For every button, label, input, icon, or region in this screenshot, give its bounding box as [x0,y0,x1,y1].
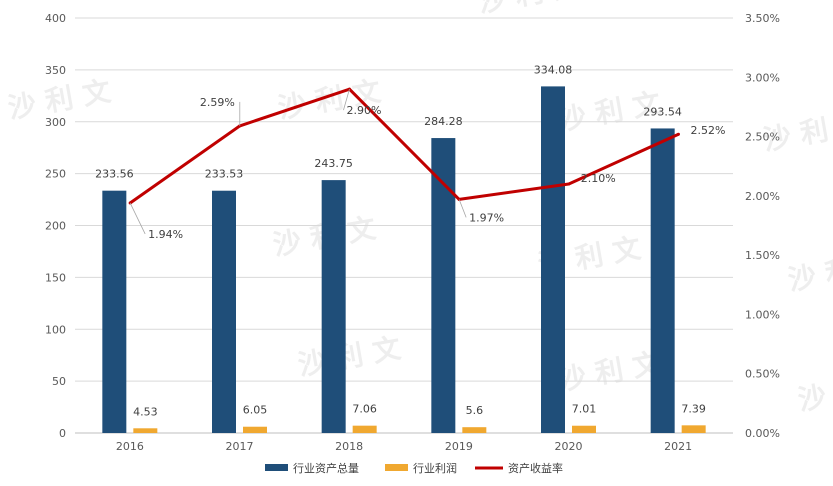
bar [431,138,456,433]
watermark-text: 沙 利 文 [785,246,833,296]
data-label-leader [458,199,467,218]
legend-swatch [385,464,408,471]
x-tick-label: 2018 [335,440,363,453]
bar [352,425,377,433]
legend-swatch [265,464,288,471]
y-left-tick-label: 300 [45,116,66,129]
line-data-label: 2.59% [200,96,235,109]
bar-data-label: 284.28 [424,115,463,128]
y-right-tick-label: 0.00% [745,427,780,440]
x-tick-label: 2017 [226,440,254,453]
bar [212,190,236,433]
bar-data-label: 233.53 [205,168,244,181]
x-tick-label: 2020 [555,440,583,453]
bar-data-label: 7.06 [352,403,377,416]
legend-label: 行业利润 [413,461,457,475]
line-data-label: 1.97% [469,211,504,224]
bar-data-label: 243.75 [314,157,353,170]
y-left-tick-label: 0 [59,427,66,440]
y-left-tick-label: 250 [45,168,66,181]
y-left-tick-label: 150 [45,271,66,284]
line-point [567,182,571,186]
line-data-label: 1.94% [148,228,183,241]
bar-data-label: 7.39 [681,402,706,415]
data-label-leader [129,202,146,235]
y-left-tick-label: 350 [45,64,66,77]
bar-data-label: 7.01 [572,403,597,416]
y-right-tick-label: 3.00% [745,71,780,84]
watermark-text: 沙 利 文 [475,0,583,19]
bar [541,86,565,433]
bar [133,428,158,433]
line-data-label: 2.52% [690,124,725,137]
bar [462,427,487,433]
legend-label: 资产收益率 [508,461,563,475]
y-left-tick-label: 100 [45,323,66,336]
watermark-text: 沙 利 文 [275,74,383,124]
watermark-text: 沙 利 文 [795,366,833,416]
data-label-leader [343,89,350,111]
y-left-tick-label: 50 [52,375,66,388]
y-right-tick-label: 0.50% [745,368,780,381]
bar-data-label: 5.6 [466,404,484,417]
x-tick-label: 2019 [445,440,473,453]
bar [681,425,706,433]
x-tick-label: 2021 [664,440,692,453]
legend-label: 行业资产总量 [293,461,359,475]
line-point [676,132,680,136]
y-right-tick-label: 2.00% [745,190,780,203]
bar-data-label: 233.56 [95,168,134,181]
bar [102,190,127,433]
line-series [129,87,680,205]
bar-data-label: 6.05 [243,404,268,417]
bar-data-label: 293.54 [643,105,682,118]
watermark-text: 沙 利 文 [555,346,663,396]
bar [572,425,596,433]
y-right-tick-label: 1.50% [745,249,780,262]
y-left-tick-label: 400 [45,12,66,25]
bar [243,426,267,433]
line-data-label: 2.90% [346,104,381,117]
bar [650,128,675,433]
line-data-label: 2.10% [581,172,616,185]
y-right-tick-label: 1.00% [745,308,780,321]
bar-data-label: 4.53 [133,405,158,418]
x-tick-label: 2016 [116,440,144,453]
y-left-tick-label: 200 [45,220,66,233]
bar [321,180,346,433]
watermark-text: 沙 利 文 [295,331,403,381]
y-right-tick-label: 2.50% [745,131,780,144]
y-right-tick-label: 3.50% [745,12,780,25]
bar-data-label: 334.08 [534,63,573,76]
